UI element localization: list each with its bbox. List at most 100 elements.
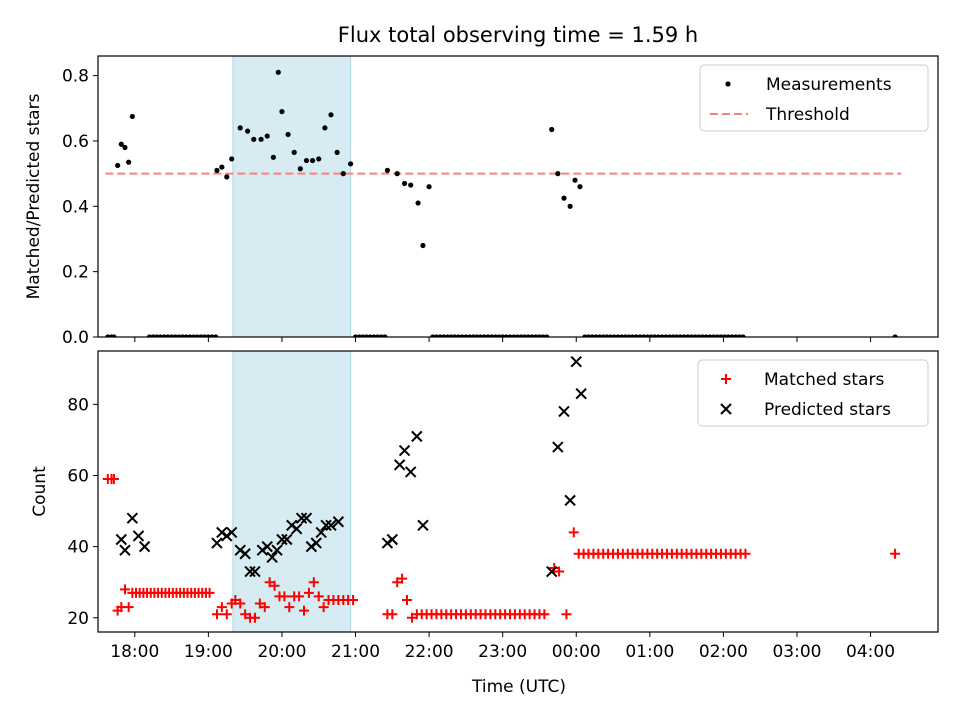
plot-area xyxy=(105,69,902,337)
series-matched-stars xyxy=(102,474,901,623)
y-tick-label: 0.4 xyxy=(62,197,89,217)
axes-frame xyxy=(97,55,939,338)
legend-box xyxy=(699,64,929,132)
data-point xyxy=(387,609,398,620)
data-point xyxy=(138,540,151,553)
data-point xyxy=(309,157,316,164)
data-point xyxy=(890,548,901,559)
axes-frame xyxy=(97,350,939,633)
bottom-panel: 20 40 60 80 18:00 19:00 20:00 21:00 22:00 23:00 00… xyxy=(30,350,939,697)
data-point xyxy=(290,523,303,535)
data-point xyxy=(245,128,251,134)
data-point xyxy=(393,459,406,471)
y-axis-label: Matched/Predicted stars xyxy=(24,93,44,299)
x-tick-label: 03:00 xyxy=(772,642,821,662)
legend-marker xyxy=(725,81,731,87)
data-point xyxy=(294,591,305,602)
data-point xyxy=(561,609,572,620)
chart-title: Flux total observing time = 1.59 h xyxy=(338,23,698,47)
data-point xyxy=(270,154,276,160)
x-tick-label: 20:00 xyxy=(257,642,306,662)
data-point xyxy=(279,591,290,602)
data-point xyxy=(300,512,313,524)
data-point xyxy=(303,157,310,164)
data-point xyxy=(204,587,215,598)
data-point xyxy=(411,430,423,443)
data-point xyxy=(299,605,310,616)
data-point xyxy=(567,203,573,209)
data-point xyxy=(229,156,235,162)
data-point xyxy=(386,533,399,546)
data-point xyxy=(310,537,322,549)
data-point xyxy=(224,174,230,180)
data-point xyxy=(108,474,119,485)
y-tick-label: 0.6 xyxy=(62,132,89,152)
x-axis-label: Time (UTC) xyxy=(471,677,566,697)
data-point xyxy=(126,159,132,165)
data-point xyxy=(264,133,270,139)
data-point xyxy=(119,544,131,556)
data-point xyxy=(570,355,582,368)
y-tick-label: 0.8 xyxy=(62,67,89,87)
data-point xyxy=(235,598,246,609)
data-point xyxy=(295,512,308,524)
data-point xyxy=(115,162,121,169)
shaded-span xyxy=(232,350,352,633)
data-point xyxy=(420,242,426,249)
data-point xyxy=(384,167,391,173)
data-point xyxy=(249,612,260,623)
legend-label: Threshold xyxy=(765,105,850,125)
x-tick-label: 00:00 xyxy=(552,642,601,662)
data-point xyxy=(546,565,558,578)
data-point xyxy=(398,444,411,457)
data-point xyxy=(211,537,223,549)
data-point xyxy=(297,166,303,172)
data-point xyxy=(244,565,256,578)
data-point xyxy=(426,184,432,190)
data-point xyxy=(259,602,270,613)
plot-area xyxy=(102,355,901,623)
data-point xyxy=(320,519,332,531)
data-point xyxy=(118,141,124,147)
data-point xyxy=(225,526,238,539)
data-point xyxy=(539,609,550,620)
data-point xyxy=(417,519,429,531)
data-point xyxy=(397,573,408,584)
data-point xyxy=(572,177,578,183)
x-tick-label: 18:00 xyxy=(110,642,159,662)
data-point xyxy=(281,533,293,546)
x-tick-label: 01:00 xyxy=(625,642,674,662)
data-point xyxy=(285,131,291,138)
data-point xyxy=(284,602,295,613)
x-tick-label: 19:00 xyxy=(184,642,233,662)
data-point xyxy=(291,149,297,155)
data-point xyxy=(213,334,219,337)
data-point xyxy=(279,108,285,115)
data-point xyxy=(261,540,273,553)
data-point xyxy=(239,548,251,560)
data-point xyxy=(221,609,232,620)
y-tick-label: 20 xyxy=(67,609,89,629)
data-point xyxy=(123,602,134,613)
data-point xyxy=(558,405,570,418)
x-tick-label: 02:00 xyxy=(699,642,748,662)
data-point xyxy=(564,494,576,507)
shaded-span xyxy=(232,55,352,338)
data-point xyxy=(214,167,220,173)
data-point xyxy=(740,334,746,337)
data-point xyxy=(122,144,128,151)
data-point xyxy=(575,387,587,400)
data-point xyxy=(219,164,225,170)
data-point xyxy=(415,200,421,206)
data-point xyxy=(258,136,264,142)
legend-label: Predicted stars xyxy=(764,400,891,420)
data-point xyxy=(111,334,117,337)
data-point xyxy=(554,566,565,577)
data-point xyxy=(251,136,257,142)
x-tick-label: 04:00 xyxy=(846,642,895,662)
data-point xyxy=(303,587,314,598)
data-point xyxy=(129,113,135,120)
data-point xyxy=(555,171,561,177)
data-point xyxy=(119,584,130,595)
data-point xyxy=(568,527,579,538)
